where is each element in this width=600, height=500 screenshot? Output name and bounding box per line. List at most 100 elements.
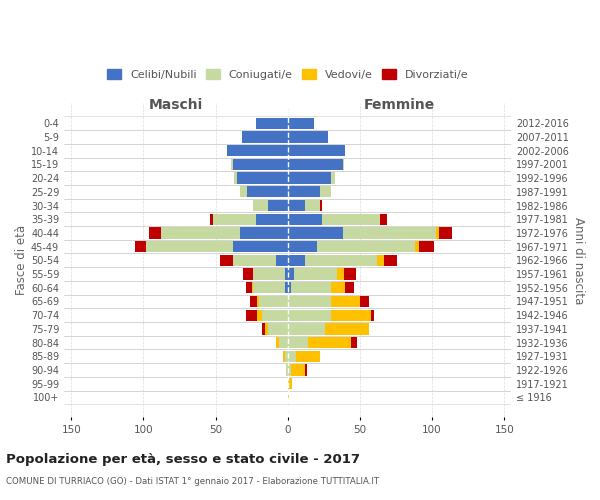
- Bar: [371, 310, 374, 321]
- Bar: [322, 214, 380, 225]
- Bar: [377, 254, 385, 266]
- Bar: [344, 268, 356, 280]
- Bar: [253, 268, 285, 280]
- Bar: [240, 186, 247, 198]
- Bar: [250, 296, 257, 307]
- Bar: [279, 337, 288, 348]
- Bar: [262, 324, 265, 334]
- Bar: [331, 282, 346, 294]
- Bar: [419, 241, 434, 252]
- Bar: [320, 200, 322, 211]
- Text: Femmine: Femmine: [364, 98, 435, 112]
- Bar: [288, 228, 343, 238]
- Bar: [351, 337, 357, 348]
- Bar: [385, 254, 397, 266]
- Bar: [325, 324, 368, 334]
- Bar: [212, 214, 256, 225]
- Bar: [149, 228, 161, 238]
- Bar: [288, 186, 320, 198]
- Bar: [415, 241, 419, 252]
- Bar: [243, 268, 253, 280]
- Bar: [246, 282, 251, 294]
- Bar: [288, 392, 289, 403]
- Bar: [288, 337, 308, 348]
- Bar: [256, 118, 288, 129]
- Bar: [331, 296, 360, 307]
- Bar: [283, 350, 285, 362]
- Text: Maschi: Maschi: [149, 98, 203, 112]
- Bar: [265, 324, 268, 334]
- Bar: [288, 268, 293, 280]
- Bar: [288, 296, 331, 307]
- Bar: [247, 186, 288, 198]
- Bar: [331, 310, 371, 321]
- Bar: [257, 296, 259, 307]
- Bar: [288, 310, 331, 321]
- Bar: [288, 132, 328, 142]
- Bar: [296, 350, 320, 362]
- Bar: [285, 268, 288, 280]
- Bar: [288, 350, 296, 362]
- Bar: [380, 214, 388, 225]
- Bar: [285, 282, 288, 294]
- Bar: [251, 282, 253, 294]
- Bar: [233, 159, 288, 170]
- Bar: [246, 310, 257, 321]
- Bar: [343, 159, 344, 170]
- Bar: [331, 172, 335, 184]
- Bar: [253, 200, 268, 211]
- Bar: [256, 214, 288, 225]
- Bar: [135, 241, 146, 252]
- Bar: [210, 214, 212, 225]
- Bar: [268, 324, 288, 334]
- Bar: [257, 310, 262, 321]
- Bar: [268, 200, 288, 211]
- Legend: Celibi/Nubili, Coniugati/e, Vedovi/e, Divorziati/e: Celibi/Nubili, Coniugati/e, Vedovi/e, Di…: [102, 65, 473, 84]
- Bar: [237, 172, 288, 184]
- Bar: [240, 228, 288, 238]
- Bar: [235, 172, 237, 184]
- Bar: [146, 241, 233, 252]
- Bar: [288, 364, 290, 376]
- Bar: [305, 364, 307, 376]
- Bar: [360, 296, 368, 307]
- Bar: [220, 254, 233, 266]
- Bar: [253, 282, 285, 294]
- Bar: [308, 337, 351, 348]
- Bar: [288, 200, 305, 211]
- Bar: [337, 268, 344, 280]
- Bar: [286, 364, 288, 376]
- Bar: [343, 228, 436, 238]
- Bar: [259, 296, 288, 307]
- Bar: [276, 337, 279, 348]
- Bar: [293, 268, 337, 280]
- Bar: [289, 378, 292, 390]
- Bar: [288, 254, 305, 266]
- Text: COMUNE DI TURRIACO (GO) - Dati ISTAT 1° gennaio 2017 - Elaborazione TUTTITALIA.I: COMUNE DI TURRIACO (GO) - Dati ISTAT 1° …: [6, 478, 379, 486]
- Bar: [242, 132, 288, 142]
- Bar: [290, 364, 305, 376]
- Bar: [305, 254, 377, 266]
- Bar: [288, 241, 317, 252]
- Y-axis label: Anni di nascita: Anni di nascita: [572, 216, 585, 304]
- Bar: [288, 282, 290, 294]
- Bar: [317, 241, 415, 252]
- Bar: [232, 159, 233, 170]
- Bar: [233, 241, 288, 252]
- Bar: [305, 200, 320, 211]
- Text: Popolazione per età, sesso e stato civile - 2017: Popolazione per età, sesso e stato civil…: [6, 452, 360, 466]
- Bar: [439, 228, 452, 238]
- Bar: [288, 214, 322, 225]
- Bar: [320, 186, 331, 198]
- Bar: [288, 145, 346, 156]
- Bar: [276, 254, 288, 266]
- Bar: [288, 172, 331, 184]
- Bar: [290, 282, 331, 294]
- Bar: [288, 118, 314, 129]
- Bar: [262, 310, 288, 321]
- Y-axis label: Fasce di età: Fasce di età: [15, 226, 28, 296]
- Bar: [346, 282, 354, 294]
- Bar: [161, 228, 240, 238]
- Bar: [227, 145, 288, 156]
- Bar: [436, 228, 439, 238]
